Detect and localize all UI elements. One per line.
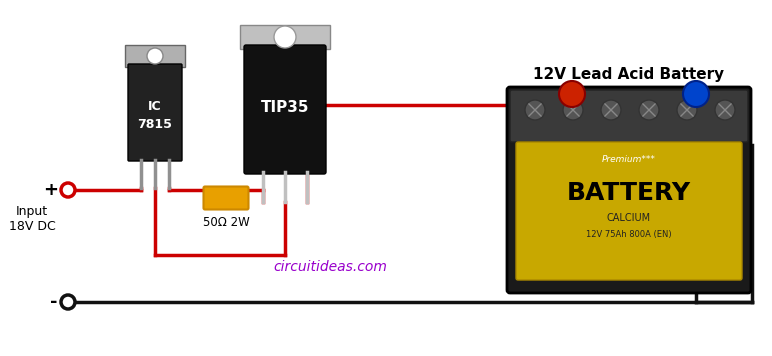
Circle shape	[715, 100, 735, 120]
Circle shape	[601, 100, 621, 120]
Text: +: +	[43, 181, 58, 199]
Text: TIP35: TIP35	[261, 99, 310, 115]
FancyBboxPatch shape	[244, 45, 326, 174]
Circle shape	[639, 100, 659, 120]
Text: CALCIUM: CALCIUM	[607, 213, 651, 223]
Text: IC: IC	[148, 100, 162, 114]
Circle shape	[61, 183, 75, 197]
Text: -: -	[50, 293, 58, 311]
Text: 12V Lead Acid Battery: 12V Lead Acid Battery	[533, 67, 725, 82]
FancyBboxPatch shape	[507, 87, 751, 293]
FancyBboxPatch shape	[510, 90, 748, 142]
FancyBboxPatch shape	[204, 187, 249, 209]
Text: 18V DC: 18V DC	[8, 220, 56, 232]
Text: Premium***: Premium***	[602, 156, 656, 164]
Text: BATTERY: BATTERY	[567, 181, 691, 205]
Circle shape	[683, 81, 709, 107]
Text: 12V 75Ah 800A (EN): 12V 75Ah 800A (EN)	[586, 230, 672, 239]
Polygon shape	[240, 25, 330, 49]
FancyBboxPatch shape	[516, 142, 742, 280]
Circle shape	[525, 100, 545, 120]
Polygon shape	[125, 45, 185, 67]
Text: 50Ω 2W: 50Ω 2W	[202, 216, 249, 230]
Circle shape	[147, 48, 163, 64]
Text: circuitideas.com: circuitideas.com	[273, 260, 387, 274]
Circle shape	[559, 81, 585, 107]
Circle shape	[274, 26, 296, 48]
Text: 7815: 7815	[137, 119, 172, 131]
FancyBboxPatch shape	[128, 64, 182, 161]
Circle shape	[61, 295, 75, 309]
Circle shape	[677, 100, 697, 120]
Text: Input: Input	[16, 205, 48, 219]
Circle shape	[563, 100, 583, 120]
